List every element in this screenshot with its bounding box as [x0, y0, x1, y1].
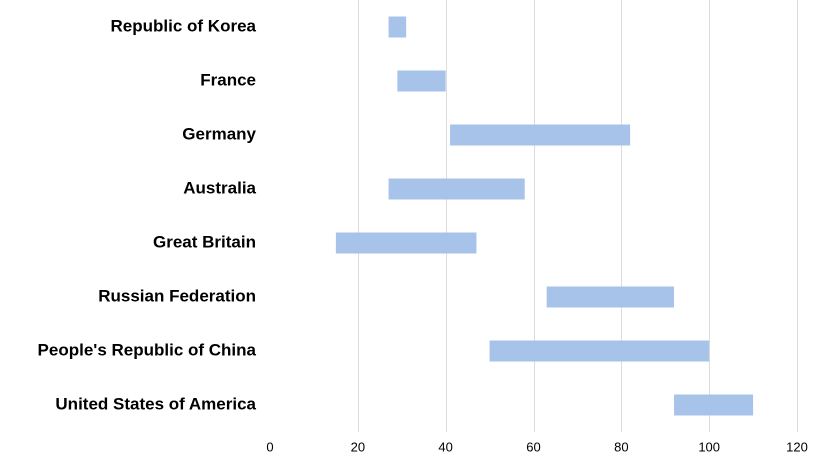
- grid-lines: [358, 0, 798, 432]
- range-bar: [450, 124, 631, 146]
- range-bar: [388, 16, 407, 38]
- range-bar: [388, 178, 525, 200]
- range-bar: [674, 394, 754, 416]
- x-tick-label: 0: [266, 439, 273, 454]
- x-tick-label: 120: [786, 439, 808, 454]
- range-bar: [546, 286, 675, 308]
- category-label: Australia: [183, 178, 256, 197]
- x-axis-tick-labels: 0 20 40 60 80 100 120: [266, 439, 807, 454]
- range-bar: [489, 340, 710, 362]
- bar-series: [335, 16, 754, 416]
- range-bar: [335, 232, 477, 254]
- x-tick-label: 80: [614, 439, 628, 454]
- x-tick-label: 100: [698, 439, 720, 454]
- x-tick-label: 60: [526, 439, 540, 454]
- category-label: Great Britain: [153, 232, 256, 251]
- category-labels: Republic of Korea France Germany Australia G…: [38, 16, 257, 413]
- x-tick-label: 20: [351, 439, 365, 454]
- x-tick-label: 40: [438, 439, 452, 454]
- category-label: Russian Federation: [98, 286, 256, 305]
- category-label: France: [200, 70, 256, 89]
- category-label: United States of America: [55, 394, 256, 413]
- range-bar: [397, 70, 446, 92]
- category-label: People's Republic of China: [38, 340, 257, 359]
- category-label: Germany: [182, 124, 256, 143]
- category-label: Republic of Korea: [111, 16, 257, 35]
